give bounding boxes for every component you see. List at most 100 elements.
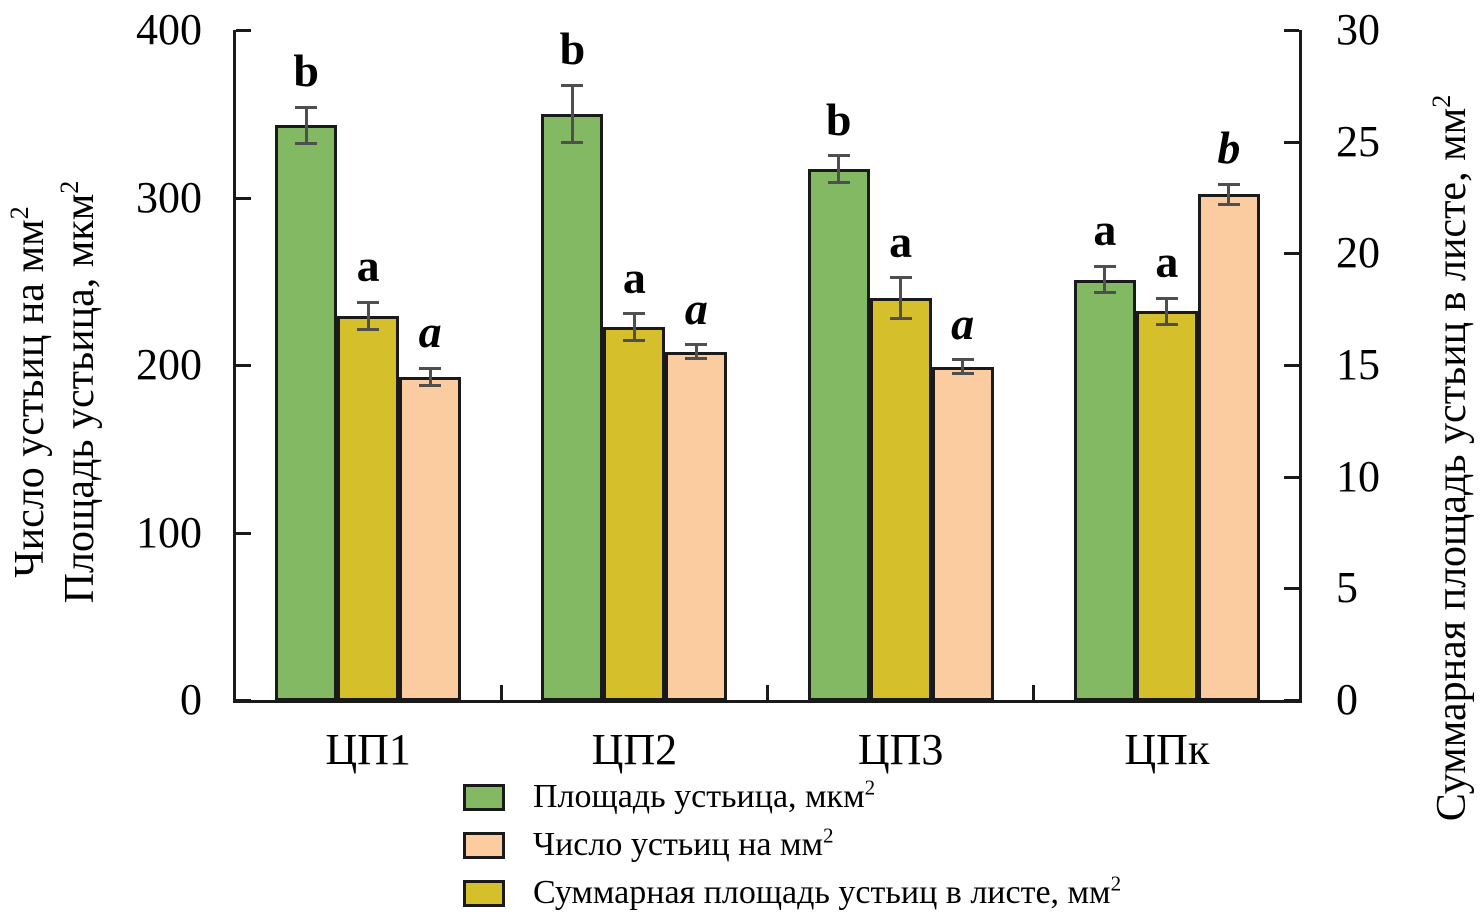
y-tick-label-right: 10 xyxy=(1336,451,1380,501)
y-tick-label-right: 25 xyxy=(1336,116,1380,166)
error-bar-line xyxy=(1165,298,1169,325)
x-tick-label: ЦП2 xyxy=(591,725,678,774)
y-axis-left-line xyxy=(233,30,236,703)
error-bar-cap-top xyxy=(295,105,318,109)
error-bar-cap-bottom xyxy=(951,371,974,375)
sig-letter: a xyxy=(1093,204,1117,256)
legend-swatch-stoma_area xyxy=(463,784,505,811)
error-bar-cap-top xyxy=(561,83,584,87)
sig-letter: b xyxy=(1217,122,1241,174)
error-bar-line xyxy=(304,107,308,144)
error-bar-cap-bottom xyxy=(827,180,850,184)
y-tick-label-left: 100 xyxy=(136,507,202,557)
y-axis-right-title-sup: 2 xyxy=(1427,94,1456,108)
bar-stoma_count xyxy=(931,366,994,701)
sig-letter: a xyxy=(622,251,646,303)
x-axis-line xyxy=(233,700,1302,703)
legend-label-sup: 2 xyxy=(864,775,876,800)
error-bar-cap-top xyxy=(827,154,850,158)
legend-swatch-stoma_count xyxy=(463,832,505,859)
error-bar-cap-top xyxy=(419,366,442,370)
legend-label-sup: 2 xyxy=(1110,871,1122,896)
y-tick-label-left: 400 xyxy=(136,5,202,54)
y-axis-left-tick xyxy=(236,699,251,702)
x-axis-boundary-tick xyxy=(1032,685,1036,700)
error-bar-cap-top xyxy=(357,300,380,304)
bar-total_area xyxy=(337,315,400,701)
sig-letter: b xyxy=(825,93,852,145)
error-bar-line xyxy=(899,277,903,319)
y-tick-label-right: 30 xyxy=(1336,5,1380,54)
error-bar-line xyxy=(694,344,698,359)
error-bar-cap-bottom xyxy=(561,140,584,144)
error-bar-cap-top xyxy=(1217,182,1240,186)
y-tick-label-right: 15 xyxy=(1336,340,1380,389)
legend-label-text: Число устьиц на мм xyxy=(533,826,824,863)
sig-letter: a xyxy=(889,215,913,267)
error-bar-cap-bottom xyxy=(685,356,708,360)
sig-letter: b xyxy=(293,45,319,97)
error-bar-line xyxy=(366,302,370,330)
legend-label-sup: 2 xyxy=(823,823,834,848)
bar-stoma_count xyxy=(665,351,728,701)
bar-total_area xyxy=(603,327,666,701)
error-bar-cap-top xyxy=(1093,264,1116,268)
y-axis-right-line xyxy=(1299,30,1302,703)
x-axis-boundary-tick xyxy=(766,685,769,700)
y-axis-left-title-line1: Число устьиц на мм2 xyxy=(5,206,54,578)
bar-stoma_count xyxy=(399,376,462,701)
error-bar-line xyxy=(1227,184,1231,205)
legend-label-stoma_area: Площадь устьица, мкм2 xyxy=(533,777,875,817)
y-axis-left-tick xyxy=(236,364,251,367)
sig-letter: a xyxy=(356,240,380,292)
x-tick-label: ЦПк xyxy=(1124,725,1210,774)
error-bar-cap-top xyxy=(685,343,708,347)
y-tick-label-right: 0 xyxy=(1336,675,1358,724)
sig-letter: a xyxy=(684,282,708,334)
bar-stoma_area xyxy=(807,169,870,701)
bar-stoma_area xyxy=(541,113,604,701)
error-bar-cap-top xyxy=(951,358,974,362)
bar-total_area xyxy=(869,298,932,701)
error-bar-line xyxy=(961,359,965,374)
error-bar-cap-bottom xyxy=(357,327,380,331)
error-bar-line xyxy=(632,313,636,341)
y-tick-label-left: 0 xyxy=(180,675,202,724)
y-axis-right-tick xyxy=(1284,140,1299,144)
bar-total_area xyxy=(1135,311,1198,701)
error-bar-cap-bottom xyxy=(1093,291,1116,295)
error-bar-cap-bottom xyxy=(295,142,318,146)
sig-letter: b xyxy=(559,23,586,75)
error-bar-line xyxy=(1103,266,1107,293)
y-axis-right-tick xyxy=(1284,699,1299,702)
legend-swatch-total_area xyxy=(463,880,505,907)
y-tick-label-right: 20 xyxy=(1336,228,1380,278)
sig-letter: a xyxy=(951,297,975,349)
x-axis-boundary-tick xyxy=(499,685,503,700)
bar-stoma_area xyxy=(275,125,338,701)
y-tick-label-left: 200 xyxy=(136,340,202,389)
y-axis-left-title-line1-text: Число устьиц на мм xyxy=(7,219,53,578)
bar-stoma_count xyxy=(1197,194,1260,701)
y-tick-label-left: 300 xyxy=(136,172,202,222)
error-bar-cap-bottom xyxy=(419,383,442,387)
y-axis-right-tick xyxy=(1284,29,1299,32)
error-bar-cap-bottom xyxy=(1217,202,1240,206)
y-tick-label-right: 5 xyxy=(1336,563,1358,613)
y-axis-left-title-line1-sup: 2 xyxy=(5,206,34,220)
legend-label-text: Суммарная площадь устьиц в листе, мм xyxy=(533,874,1111,911)
error-bar-line xyxy=(570,85,574,143)
error-bar-cap-top xyxy=(623,312,646,316)
y-axis-left-tick xyxy=(236,531,251,535)
error-bar-line xyxy=(837,155,841,183)
y-axis-left-tick xyxy=(236,196,251,200)
y-axis-left-tick xyxy=(236,29,251,32)
legend-label-stoma_count: Число устьиц на мм2 xyxy=(533,825,834,865)
sig-letter: a xyxy=(418,306,442,358)
error-bar-cap-bottom xyxy=(623,338,646,342)
error-bar-cap-bottom xyxy=(1155,323,1178,327)
error-bar-line xyxy=(428,368,432,386)
y-axis-left-title-line2-sup: 2 xyxy=(55,180,84,194)
y-axis-right-tick xyxy=(1284,252,1299,256)
sig-letter: a xyxy=(1155,236,1179,287)
